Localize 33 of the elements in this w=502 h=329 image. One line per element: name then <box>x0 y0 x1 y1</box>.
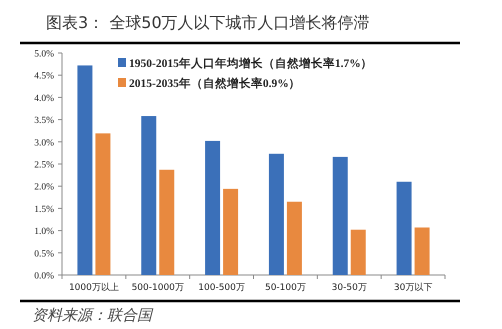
bar <box>205 140 220 275</box>
y-tick-label: 4.0% <box>34 94 54 104</box>
bar <box>332 156 348 275</box>
y-tick-label: 4.5% <box>34 72 54 82</box>
bar <box>396 182 412 275</box>
bar <box>268 154 284 275</box>
y-tick-label: 1.5% <box>34 204 54 215</box>
text: 资料来源：联合国 <box>32 306 154 324</box>
bar <box>286 202 302 275</box>
y-tick-label: 1.0% <box>34 227 54 238</box>
legend-label: 1950-2015年人口年均增长（自然增长率1.7%） <box>129 56 373 70</box>
y-tick-label: 2.0% <box>34 182 54 193</box>
bar <box>141 116 156 275</box>
bar <box>223 188 238 275</box>
bar <box>77 65 92 275</box>
bar <box>95 133 110 275</box>
legend-label: 2015-2035年（自然增长率0.9%） <box>129 76 301 90</box>
bar <box>350 230 366 275</box>
y-tick-label: 0.5% <box>34 249 54 260</box>
x-tick-label: 100-500万 <box>198 283 245 293</box>
y-tick-label: 3.5% <box>34 116 54 126</box>
x-tick-label: 500-1000万 <box>132 283 184 293</box>
bar <box>414 227 430 275</box>
x-tick-label: 30万以下 <box>394 282 432 293</box>
x-tick-label: 1000万以上 <box>68 282 119 293</box>
y-tick-label: 5.0% <box>34 50 54 60</box>
x-tick-label: 30-50万 <box>332 283 367 293</box>
chart-title: 图表3： 全球50万人以下城市人口增长将停滞 <box>46 13 370 32</box>
x-tick-label: 50-100万 <box>264 283 306 293</box>
y-tick-label: 2.5% <box>34 160 54 170</box>
y-tick-label: 0.0% <box>34 272 54 282</box>
y-tick-label: 3.0% <box>34 138 54 148</box>
bar <box>159 170 174 275</box>
